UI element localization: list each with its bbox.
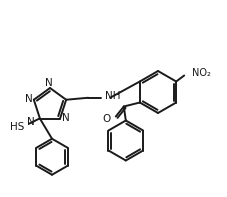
Text: NO₂: NO₂	[191, 68, 210, 77]
Text: O: O	[102, 113, 110, 124]
Text: N: N	[27, 117, 35, 127]
Text: N: N	[25, 94, 32, 104]
Text: HS: HS	[10, 122, 24, 132]
Text: NH: NH	[105, 91, 120, 101]
Text: N: N	[62, 113, 69, 123]
Text: N: N	[45, 78, 53, 88]
